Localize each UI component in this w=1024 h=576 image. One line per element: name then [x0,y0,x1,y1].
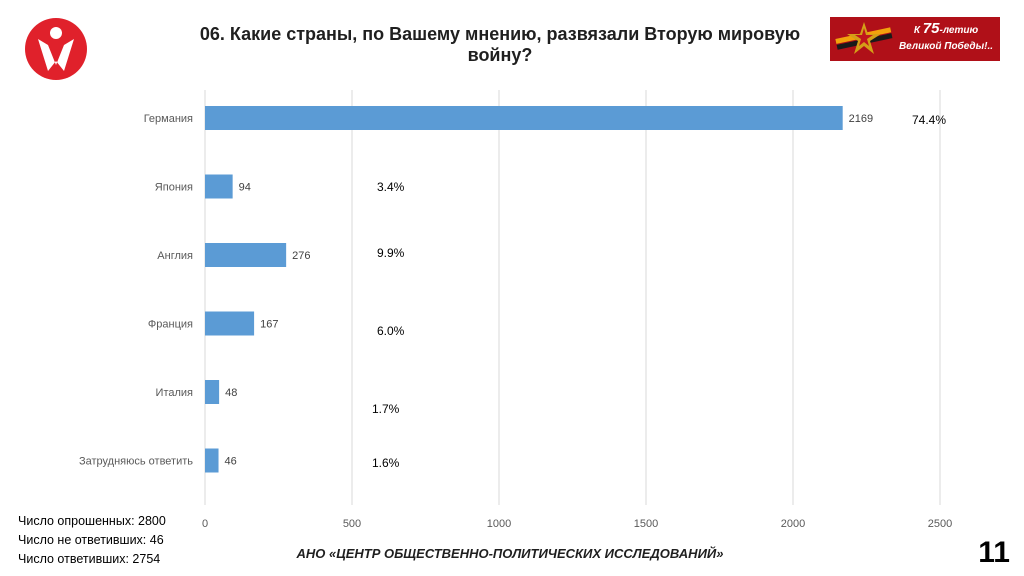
category-label: Япония [155,182,193,194]
percent-label: 6.0% [377,324,405,338]
page-title: 06. Какие страны, по Вашему мнению, разв… [199,24,801,65]
bar-chart: 0 500 1000 1500 2000 2500 Германия 2169 Япония 94… [79,90,952,530]
x-tick-label: 500 [343,518,361,530]
anniversary-banner: К 75-летию Великой Победы!.. [830,17,1000,61]
stat-surveyed: Число опрошенных: 2800 [18,514,166,528]
organization-name: АНО «ЦЕНТР ОБЩЕСТВЕННО-ПОЛИТИЧЕСКИХ ИССЛ… [296,546,724,561]
category-label: Германия [144,113,193,125]
bar [205,174,233,199]
value-label: 276 [292,250,310,262]
bar [205,106,843,130]
banner-line2: Великой Победы!.. [898,41,994,52]
bar [205,380,220,404]
x-tick-label: 1500 [634,518,658,530]
percent-label: 1.6% [372,456,400,470]
survey-stats: Число опрошенных: 2800 Число не ответивш… [18,512,166,569]
percent-label: 1.7% [372,402,400,416]
category-label: Франция [148,319,193,331]
category-label: Затрудняюсь ответить [79,456,193,468]
value-label: 46 [225,456,237,468]
x-tick-label: 2500 [928,518,952,530]
stat-answered: Число ответивших: 2754 [18,552,161,566]
percent-label: 9.9% [377,246,405,260]
bar [205,311,255,336]
x-tick-label: 0 [202,518,208,530]
value-label: 2169 [849,113,873,125]
value-label: 48 [225,387,237,399]
percent-label: 74.4% [912,113,947,127]
bar [205,243,287,267]
bar [205,448,219,473]
banner-suffix: -летию [939,25,979,36]
org-logo-icon [25,18,87,80]
banner-number: 75 [922,20,940,37]
value-label: 167 [260,319,278,331]
percent-label: 3.4% [377,180,405,194]
x-tick-label: 2000 [781,518,805,530]
category-label: Италия [156,387,194,399]
banner-prefix: К [913,25,923,36]
x-tick-label: 1000 [487,518,511,530]
category-label: Англия [157,250,193,262]
victory-order-icon [835,22,893,54]
page-number: 11 [978,536,1010,569]
value-label: 94 [239,182,251,194]
stat-not-answered: Число не ответивших: 46 [18,533,164,547]
